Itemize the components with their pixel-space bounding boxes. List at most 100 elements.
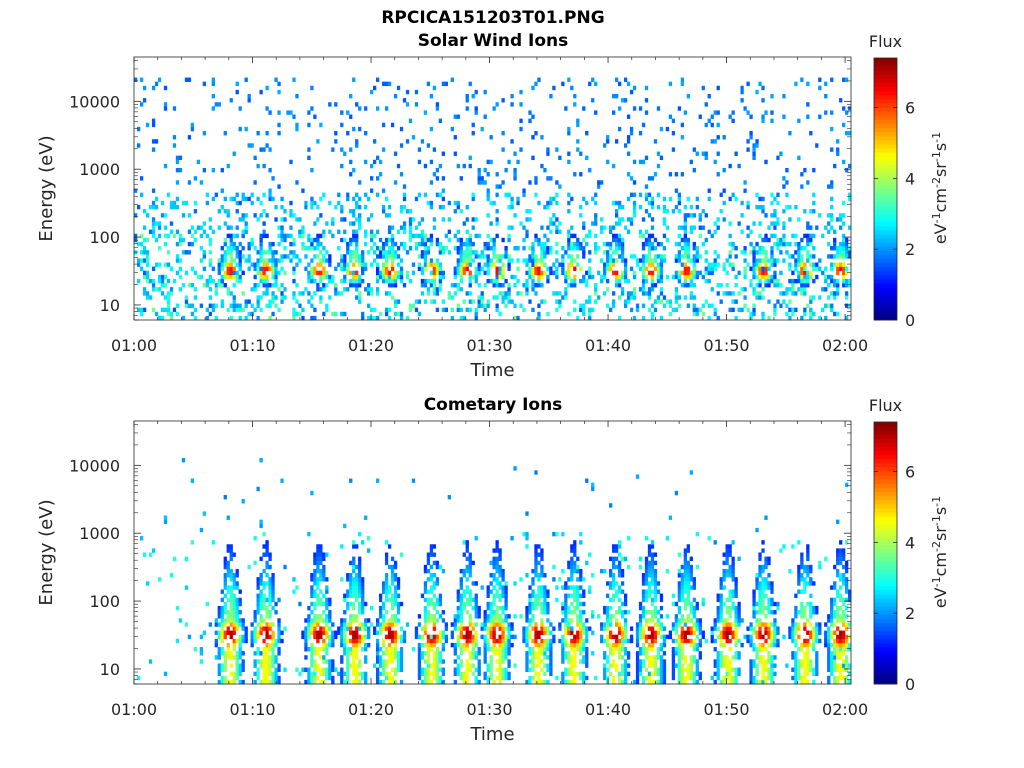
heatmap-cell: [800, 77, 804, 82]
heatmap-cell: [617, 552, 622, 557]
heatmap-cell: [585, 233, 589, 239]
unit-exponent: -1: [930, 132, 943, 143]
heatmap-cell: [492, 283, 496, 288]
heatmap-cell: [650, 204, 655, 210]
heatmap-cell: [576, 139, 580, 144]
colorbar-swatch: [874, 90, 897, 96]
heatmap-cell: [205, 278, 209, 284]
heatmap-cell: [301, 315, 305, 321]
heatmap-cell: [340, 217, 344, 222]
heatmap-cell: [307, 671, 311, 677]
heatmap-cell: [677, 274, 682, 280]
heatmap-cell: [459, 287, 463, 292]
heatmap-cell: [567, 283, 571, 288]
heatmap-cell: [235, 671, 239, 677]
heatmap-cell: [271, 638, 275, 644]
heatmap-cell: [812, 209, 816, 214]
heatmap-cell: [459, 630, 463, 635]
heatmap-cell: [375, 671, 380, 677]
heatmap-cell: [501, 659, 505, 664]
heatmap-cell: [623, 601, 628, 607]
heatmap-cell: [561, 585, 565, 590]
heatmap-cell: [396, 651, 401, 656]
heatmap-cell: [743, 295, 747, 300]
heatmap-cell: [423, 246, 428, 251]
colorbar-swatch: [874, 111, 897, 116]
heatmap-cell: [471, 560, 475, 566]
heatmap-cell: [274, 642, 278, 648]
heatmap-cell: [725, 291, 729, 296]
heatmap-cell: [373, 663, 377, 668]
heatmap-cell: [597, 614, 601, 619]
heatmap-cell: [384, 291, 389, 296]
heatmap-cell: [507, 651, 511, 656]
heatmap-cell: [313, 601, 317, 607]
heatmap-cell: [139, 258, 144, 263]
heatmap-cell: [271, 589, 275, 594]
heatmap-cell: [402, 283, 407, 288]
heatmap-cell: [839, 98, 843, 103]
heatmap-cell: [579, 601, 583, 607]
heatmap-cell: [546, 642, 550, 648]
heatmap-cell: [319, 262, 323, 267]
heatmap-cell: [767, 274, 771, 280]
heatmap-cell: [534, 266, 538, 271]
heatmap-cell: [570, 246, 574, 251]
heatmap-cell: [307, 237, 311, 243]
heatmap-cell: [465, 577, 469, 582]
heatmap-cell: [378, 270, 383, 276]
heatmap-cell: [313, 573, 317, 578]
heatmap-cell: [151, 204, 156, 210]
heatmap-cell: [632, 209, 637, 214]
heatmap-cell: [331, 667, 335, 672]
heatmap-cell: [259, 200, 263, 206]
heatmap-cell: [361, 675, 365, 681]
heatmap-cell: [561, 254, 565, 259]
heatmap-cell: [352, 564, 356, 570]
heatmap-cell: [462, 258, 466, 263]
heatmap-cell: [244, 626, 248, 631]
heatmap-cell: [328, 634, 332, 640]
heatmap-cell: [316, 593, 320, 598]
heatmap-cell: [504, 655, 508, 660]
heatmap-cell: [175, 159, 180, 165]
heatmap-cell: [603, 626, 607, 631]
heatmap-cell: [614, 593, 619, 598]
heatmap-cell: [292, 266, 296, 271]
heatmap-cell: [346, 601, 350, 607]
x-tick-label: 01:30: [466, 336, 512, 355]
heatmap-cell: [289, 225, 293, 230]
heatmap-cell: [259, 573, 263, 578]
heatmap-cell: [375, 675, 380, 681]
heatmap-cell: [256, 283, 260, 288]
heatmap-cell: [504, 167, 508, 173]
heatmap-cell: [145, 237, 150, 243]
heatmap-cell: [226, 291, 230, 296]
heatmap-cell: [343, 151, 347, 156]
heatmap-cell: [686, 241, 690, 247]
heatmap-cell: [713, 262, 717, 267]
heatmap-cell: [773, 311, 777, 317]
heatmap-cell: [355, 675, 359, 681]
heatmap-cell: [271, 655, 275, 660]
heatmap-cell: [600, 258, 604, 263]
heatmap-cell: [704, 102, 708, 107]
heatmap-cell: [387, 250, 392, 255]
heatmap-cell: [531, 270, 535, 276]
heatmap-cell: [582, 610, 586, 615]
heatmap-cell: [800, 246, 804, 251]
heatmap-cell: [477, 262, 481, 267]
heatmap-cell: [600, 278, 604, 284]
heatmap-cell: [713, 307, 717, 313]
heatmap-cell: [310, 626, 314, 631]
heatmap-cell: [573, 634, 577, 640]
heatmap-cell: [674, 270, 679, 276]
heatmap-cell: [139, 307, 144, 313]
heatmap-cell: [579, 647, 583, 652]
heatmap-cell: [364, 515, 368, 520]
heatmap-cell: [555, 217, 559, 222]
heatmap-cell: [244, 77, 248, 82]
heatmap-cell: [268, 659, 272, 664]
heatmap-cell: [644, 85, 649, 91]
heatmap-cell: [525, 655, 529, 660]
